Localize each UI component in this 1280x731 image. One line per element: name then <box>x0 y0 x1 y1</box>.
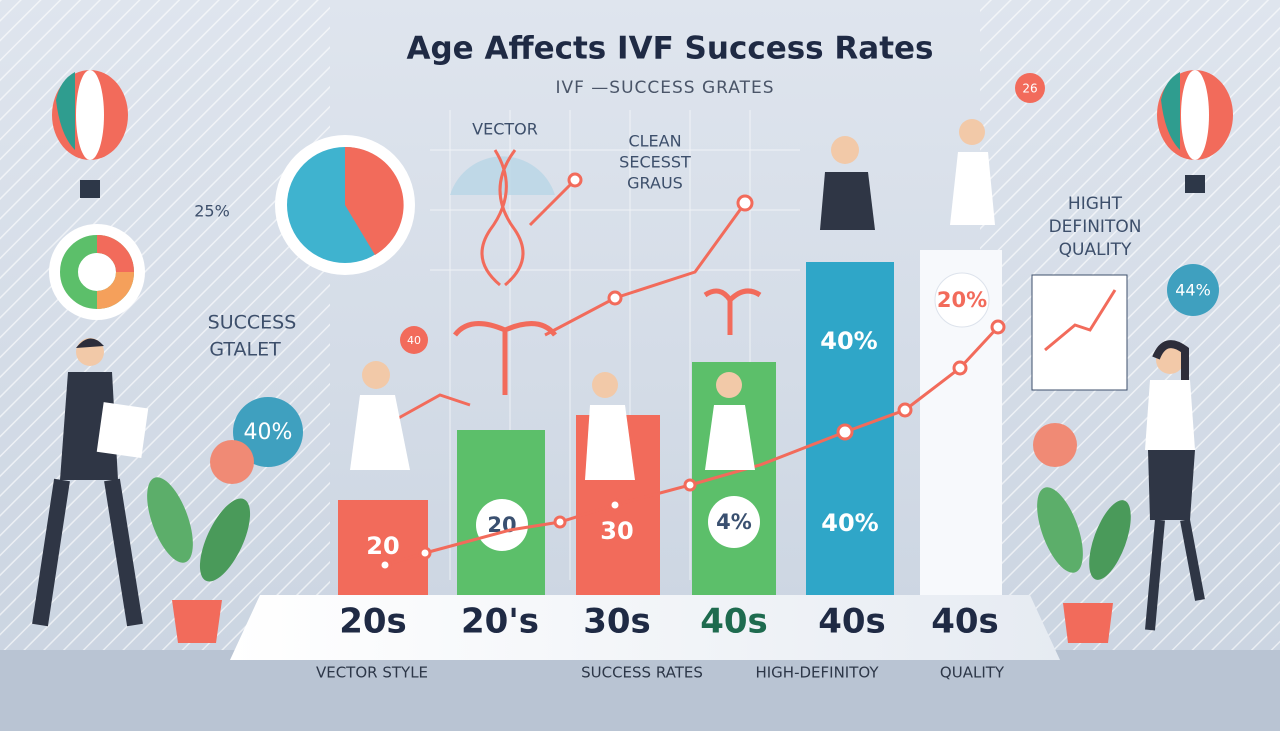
note-line: DEFINITON <box>1049 217 1142 237</box>
badge-text: 44% <box>1175 281 1211 300</box>
plant-left <box>147 440 254 643</box>
category-label: 20s <box>339 602 407 642</box>
donut <box>49 224 145 320</box>
category-label: 40s <box>700 602 768 642</box>
clean-note: CLEAN SECESST GRAUS <box>619 132 691 193</box>
pie-chart <box>275 135 415 275</box>
footer-text: QUALITY <box>940 664 1005 682</box>
badge <box>400 326 428 354</box>
people-on-bars <box>350 119 995 480</box>
note-line: HIGHT <box>1068 194 1123 214</box>
dna-circle <box>450 149 555 287</box>
mini-chart <box>1031 274 1128 391</box>
person-right <box>1145 340 1205 631</box>
bar-label: 20 <box>366 532 399 560</box>
vector-note: VECTOR <box>472 120 538 139</box>
badge <box>1015 73 1045 103</box>
note-line: QUALITY <box>1059 240 1132 260</box>
trend-points <box>378 172 1006 572</box>
bar-label: 40% <box>821 509 878 537</box>
floor <box>0 650 1280 731</box>
title: Age Affects IVF Success Rates <box>406 31 933 67</box>
balloon-right <box>1157 70 1233 193</box>
note-line: SECESST <box>619 153 691 172</box>
badge <box>233 397 303 467</box>
footer-text: SUCCESS RATES <box>581 664 703 682</box>
plant-right <box>1033 423 1131 643</box>
bar-label: 30 <box>600 517 633 545</box>
note-line: CLEAN <box>628 132 681 151</box>
bar-label: 20% <box>937 288 987 312</box>
subtitle: IVF —SUCCESS GRATES <box>555 78 774 98</box>
category-label: 30s <box>583 602 651 642</box>
label-circle <box>934 272 990 328</box>
label-circle <box>476 499 528 551</box>
note-line: SUCCESS <box>208 312 297 334</box>
platform <box>230 595 1060 660</box>
badge-text: 40 <box>407 334 421 347</box>
uterus-icon <box>453 288 762 395</box>
bar <box>338 500 428 595</box>
category-label: 20's <box>461 602 539 642</box>
badge-text: 40% <box>244 420 293 445</box>
category-label: 40s <box>931 602 999 642</box>
label-circle <box>708 496 760 548</box>
balloon-left <box>52 70 128 198</box>
footer-text: VECTOR STYLE <box>316 664 428 682</box>
person-left <box>32 338 149 627</box>
category-label: 40s <box>818 602 886 642</box>
bar-label: 4% <box>716 510 752 534</box>
note-line: GRAUS <box>627 174 683 193</box>
badge <box>1167 264 1219 316</box>
success-note: SUCCESS GTALET <box>208 312 297 361</box>
badge-text: 26 <box>1022 82 1037 96</box>
pie-percent: 25% <box>194 202 230 221</box>
note-line: GTALET <box>209 339 281 361</box>
quality-note: HIGHT DEFINITON QUALITY <box>1049 194 1142 260</box>
bar <box>692 362 776 595</box>
footer-text: HIGH-DEFINITOY <box>755 664 879 682</box>
bar-label: 40% <box>820 327 877 355</box>
